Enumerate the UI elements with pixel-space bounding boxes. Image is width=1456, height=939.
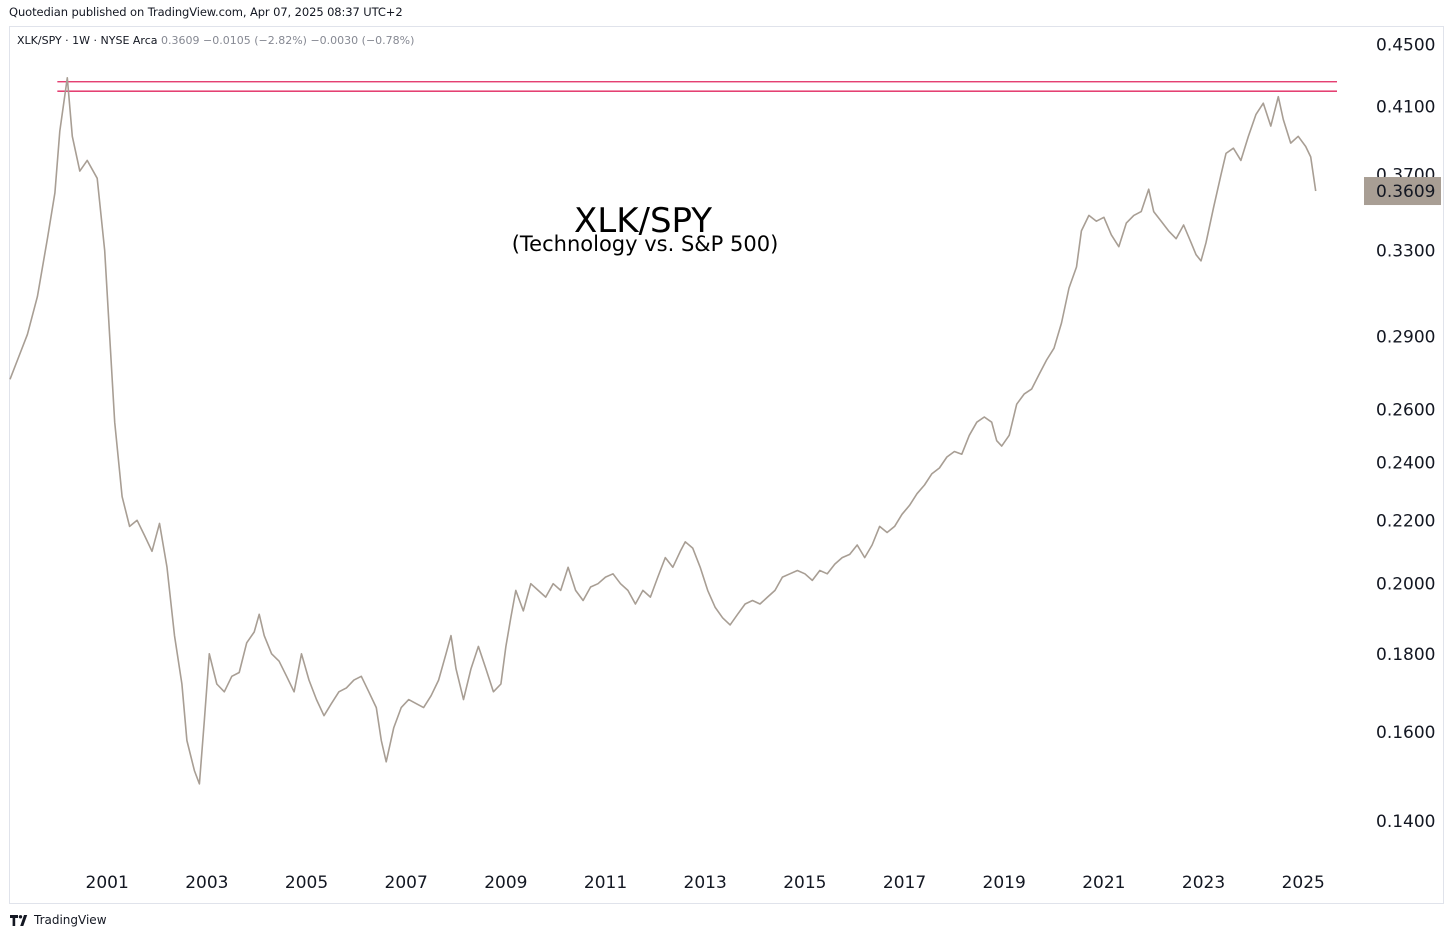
y-tick-label-10: 0.1600 (1376, 723, 1435, 743)
tradingview-logo-icon (10, 914, 30, 926)
y-tick-label-11: 0.1400 (1376, 812, 1435, 832)
publisher-line: Quotedian published on TradingView.com, … (9, 5, 403, 19)
x-tick-label-9: 2019 (983, 873, 1026, 893)
chart-frame (9, 26, 1444, 904)
y-tick-label-7: 0.2200 (1376, 511, 1435, 531)
footer-brand: TradingView (34, 913, 107, 927)
x-tick-label-7: 2015 (783, 873, 826, 893)
x-tick-label-6: 2013 (684, 873, 727, 893)
x-tick-label-10: 2021 (1082, 873, 1125, 893)
x-tick-label-2: 2005 (285, 873, 328, 893)
y-tick-label-0: 0.4500 (1376, 35, 1435, 55)
y-tick-label-5: 0.2600 (1376, 400, 1435, 420)
chart-title: XLK/SPY (574, 201, 712, 241)
y-tick-label-9: 0.1800 (1376, 645, 1435, 665)
x-axis[interactable]: 2001 2003 2005 2007 2009 2011 2013 2015 2017 2019… (86, 873, 1325, 893)
x-tick-label-12: 2025 (1282, 873, 1325, 893)
x-tick-label-0: 2001 (86, 873, 129, 893)
chart-subtitle: (Technology vs. S&P 500) (512, 232, 779, 256)
change-value: −0.0105 (−2.82%) (203, 34, 307, 47)
last-price-badge: 0.3609 (1364, 177, 1441, 206)
x-tick-label-11: 2023 (1182, 873, 1225, 893)
x-tick-label-3: 2007 (385, 873, 428, 893)
y-tick-label-3: 0.3300 (1376, 242, 1435, 262)
x-tick-label-1: 2003 (185, 873, 228, 893)
symbol-label[interactable]: XLK/SPY · 1W · NYSE Arca (17, 34, 158, 47)
last-price-badge-bg (1364, 177, 1441, 206)
last-value: 0.3609 (161, 34, 200, 47)
series-line (9, 77, 1317, 785)
change-value-2: −0.0030 (−0.78%) (310, 34, 415, 47)
x-tick-label-8: 2017 (883, 873, 926, 893)
y-axis[interactable]: 0.45000.41000.37000.33000.29000.26000.24… (1376, 35, 1435, 831)
resistance-lines (57, 81, 1337, 92)
x-tick-label-4: 2009 (484, 873, 527, 893)
footer: TradingView (10, 913, 107, 927)
y-tick-label-8: 0.2000 (1376, 575, 1435, 595)
x-tick-label-5: 2011 (584, 873, 627, 893)
y-tick-label-1: 0.4100 (1376, 97, 1435, 117)
symbol-legend[interactable]: XLK/SPY · 1W · NYSE Arca 0.3609 −0.0105 … (17, 34, 414, 47)
y-tick-label-6: 0.2400 (1376, 453, 1435, 473)
y-tick-label-4: 0.2900 (1376, 328, 1435, 348)
last-price-badge-label: 0.3609 (1376, 182, 1435, 202)
